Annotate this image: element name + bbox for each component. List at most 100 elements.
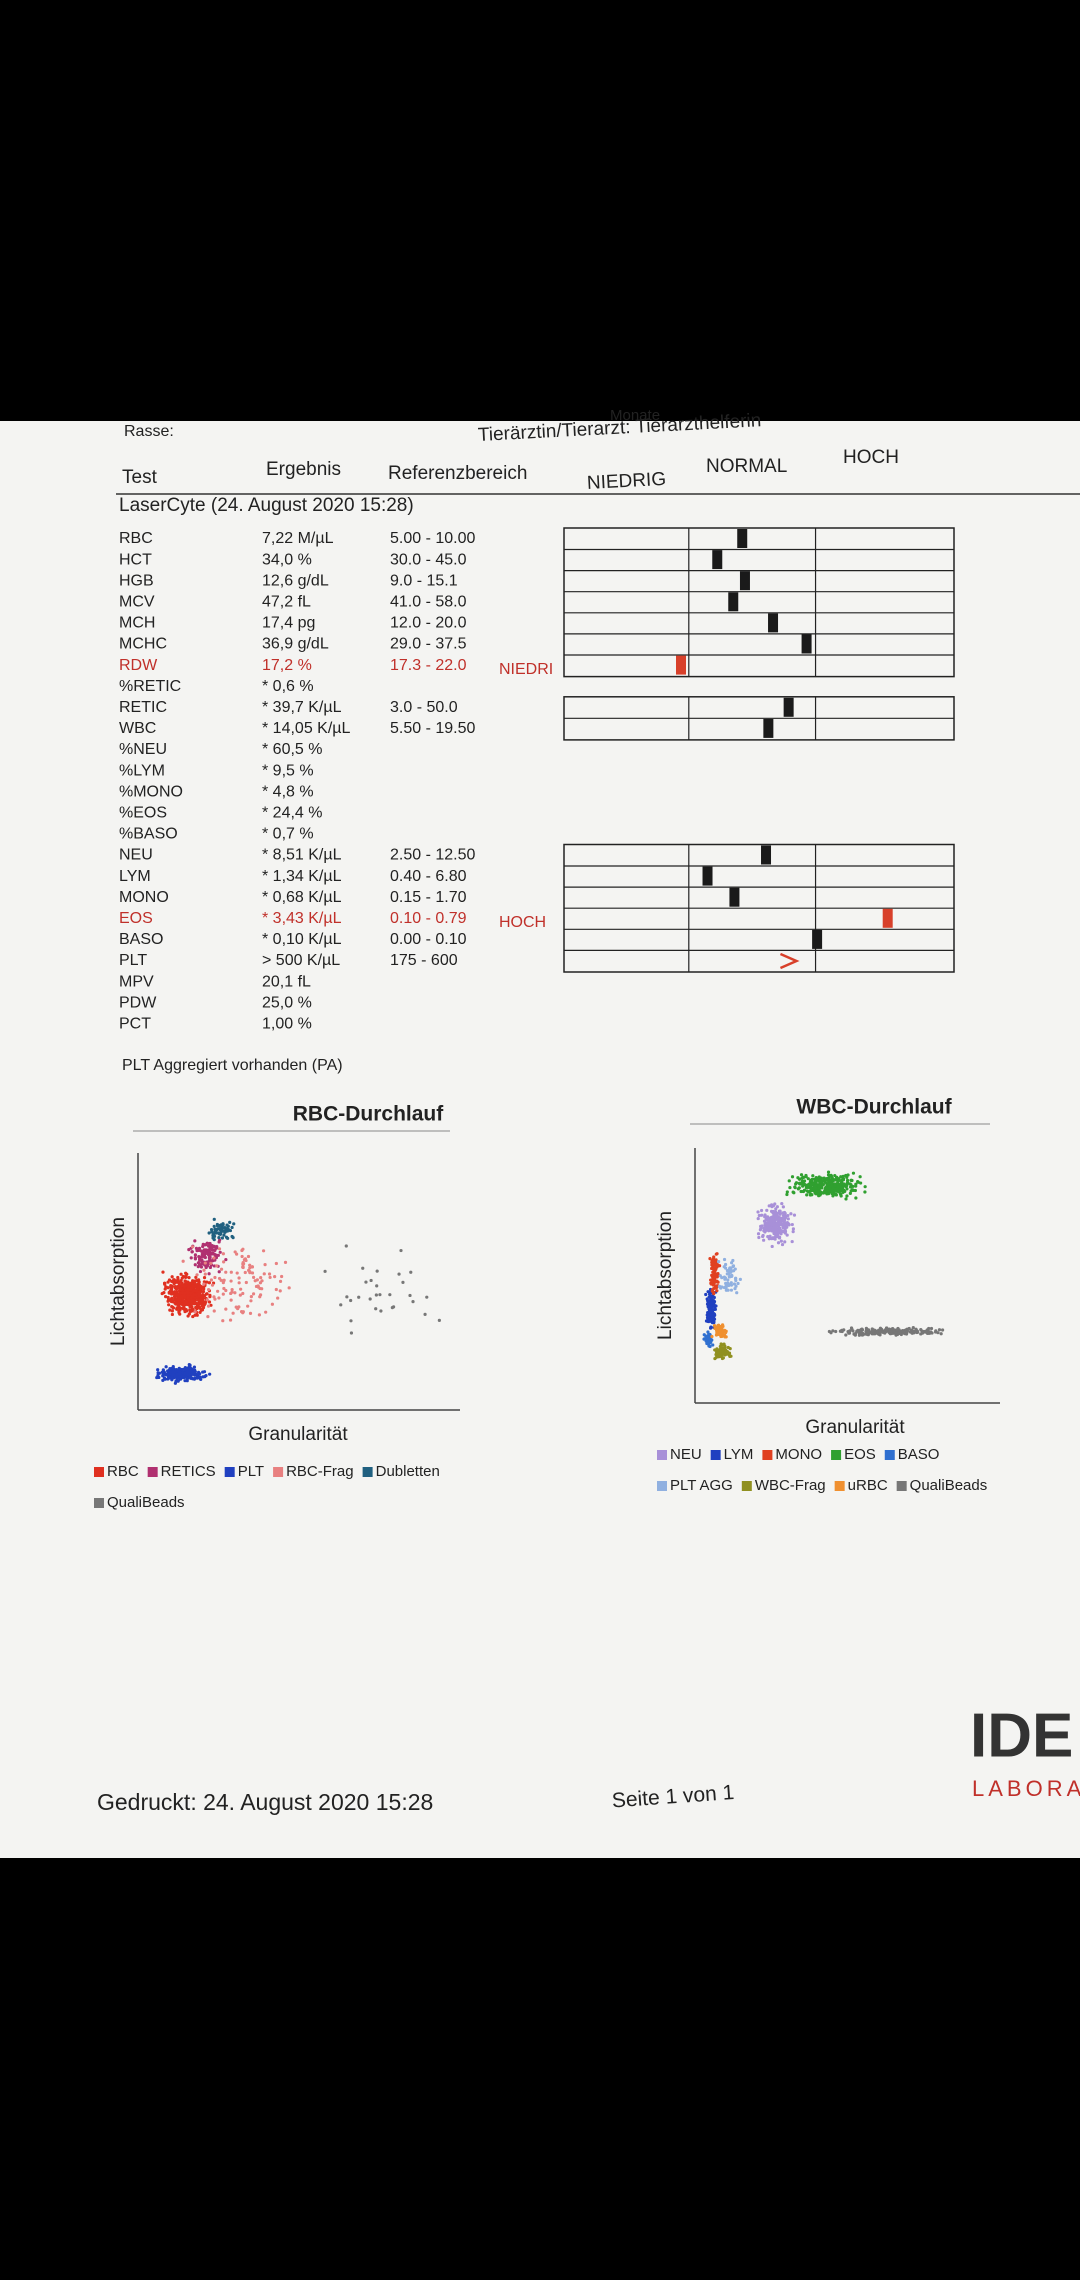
scatter-dot — [198, 1310, 202, 1315]
legend-swatch — [94, 1467, 104, 1477]
chart-title: WBC-Durchlauf — [796, 1096, 952, 1119]
scatter-dot — [231, 1311, 235, 1315]
scatter-dot — [172, 1281, 176, 1286]
scatter-dot — [221, 1319, 225, 1323]
legend-swatch — [147, 1467, 158, 1477]
scatter-dot — [171, 1367, 176, 1371]
scatter-dot — [243, 1270, 247, 1275]
legend-label: LYM — [724, 1446, 754, 1463]
scatter-dot — [783, 1230, 787, 1234]
legend-swatch — [884, 1450, 895, 1460]
scatter-dot — [929, 1330, 933, 1334]
scatter-dot — [198, 1372, 202, 1376]
scatter-dot — [184, 1271, 188, 1275]
scatter-dot — [823, 1178, 827, 1182]
scatter-dot — [713, 1260, 718, 1264]
scatter-dot — [212, 1224, 216, 1228]
scatter-dot — [845, 1187, 849, 1191]
scatter-dot — [248, 1311, 253, 1315]
legend-swatch — [657, 1450, 667, 1460]
scatter-dot — [760, 1224, 764, 1228]
reference: 0.00 - 0.10 — [390, 931, 467, 948]
scatter-dot — [229, 1270, 233, 1274]
scatter-dot — [195, 1306, 199, 1311]
scatter-dot — [817, 1184, 821, 1189]
scatter-dot — [164, 1285, 168, 1289]
scatter-dot — [188, 1288, 193, 1292]
scatter-dot — [722, 1342, 726, 1346]
scatter-dot — [190, 1250, 194, 1254]
scatter-dot — [203, 1272, 207, 1276]
scatter-dot — [929, 1326, 934, 1331]
section: LaserCyte (24. August 2020 15:28) — [119, 495, 414, 516]
legend-swatch — [741, 1481, 752, 1491]
test-name: WBC — [119, 720, 156, 737]
scatter-dot — [193, 1263, 197, 1267]
scatter-dot — [712, 1323, 717, 1328]
scatter-dot — [183, 1291, 187, 1295]
result: * 0,10 K/µL — [262, 931, 342, 948]
scatter-dot — [855, 1329, 859, 1333]
scatter-dot — [212, 1264, 216, 1268]
scatter-dot — [811, 1174, 815, 1178]
scatter-dot — [786, 1217, 790, 1221]
scatter-dot — [774, 1216, 779, 1220]
reference: 0.15 - 1.70 — [390, 889, 467, 906]
scatter-dot — [425, 1295, 429, 1299]
range-marker — [801, 634, 812, 654]
scatter-dot — [250, 1265, 254, 1269]
scatter-dot — [167, 1297, 171, 1302]
scatter-dot — [188, 1308, 192, 1312]
reference: 5.00 - 10.00 — [390, 530, 476, 547]
scatter-dot — [189, 1303, 193, 1307]
test-name: MCHC — [119, 636, 167, 653]
scatter-dot — [205, 1298, 209, 1302]
test-name: LYM — [119, 868, 151, 885]
scatter-dot — [723, 1276, 728, 1280]
scatter-dot — [848, 1191, 852, 1195]
scatter-dot — [833, 1184, 837, 1188]
scatter-dot — [161, 1378, 165, 1383]
scatter-dot — [789, 1212, 793, 1216]
scatter-dot — [907, 1326, 911, 1331]
range-marker — [768, 613, 779, 633]
scatter-dot — [345, 1295, 349, 1299]
scatter-dot — [278, 1289, 282, 1293]
result: 25,0 % — [262, 994, 312, 1011]
scatter-dot — [204, 1250, 208, 1254]
scatter-dot — [202, 1282, 206, 1286]
result: 12,6 g/dL — [262, 572, 329, 589]
scatter-dot — [375, 1284, 379, 1288]
scatter-dot — [777, 1209, 781, 1213]
scatter-dot — [193, 1313, 197, 1317]
scatter-dot — [230, 1288, 234, 1292]
scatter-dot — [934, 1329, 938, 1333]
scatter-dot — [197, 1281, 201, 1285]
scatter-dot — [738, 1277, 742, 1281]
scatter-dot — [201, 1244, 205, 1249]
scatter-dot — [349, 1319, 353, 1323]
scatter-dot — [760, 1213, 764, 1217]
scatter-dot — [834, 1329, 838, 1334]
scatter-dot — [779, 1229, 783, 1233]
scatter-dot — [198, 1269, 203, 1274]
scatter-dot — [836, 1181, 840, 1185]
scatter-dot — [718, 1274, 722, 1278]
legend-label: Dubletten — [376, 1463, 440, 1480]
scatter-dot — [423, 1312, 427, 1316]
test-name: PDW — [119, 994, 157, 1011]
scatter-dot — [239, 1287, 243, 1291]
scatter-dot — [189, 1256, 193, 1260]
scatter-dot — [368, 1297, 372, 1301]
scatter-dot — [913, 1329, 917, 1334]
scatter-dot — [175, 1306, 179, 1310]
scatter-dot — [179, 1279, 183, 1283]
scatter-dot — [854, 1184, 858, 1188]
scatter-dot — [833, 1192, 838, 1196]
scatter-dot — [706, 1319, 710, 1323]
range-marker — [739, 571, 750, 591]
scatter-dot — [889, 1332, 893, 1336]
scatter-dot — [378, 1293, 382, 1297]
scatter-dot — [204, 1243, 208, 1247]
scatter-dot — [274, 1287, 278, 1292]
